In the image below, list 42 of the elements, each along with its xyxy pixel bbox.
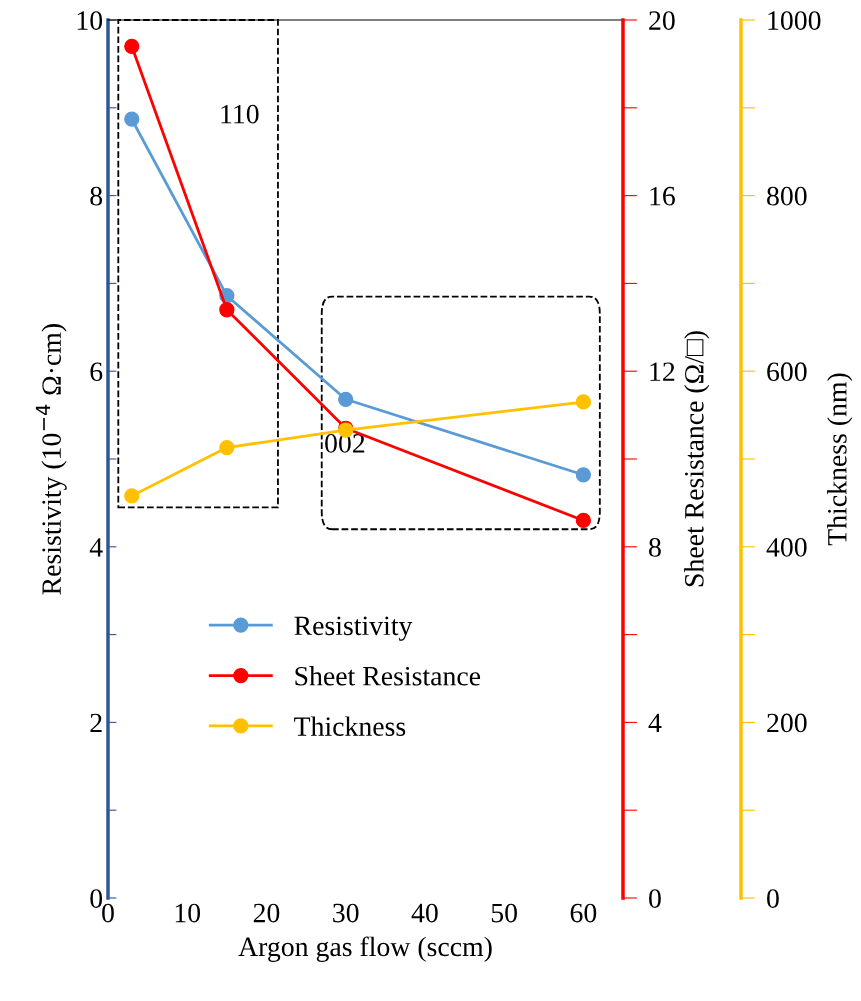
y3-tick-label: 200 xyxy=(767,713,807,733)
x-axis-title: Argon gas flow (sccm) xyxy=(238,936,492,962)
y-tick-label: 0 xyxy=(90,889,103,908)
y3-tick-label: 400 xyxy=(766,537,807,557)
y3-tick-label: 600 xyxy=(767,362,807,382)
point xyxy=(219,439,235,456)
point xyxy=(124,111,140,127)
x-tick-label: 30 xyxy=(333,903,359,923)
annotation: 002 xyxy=(325,434,365,453)
point xyxy=(338,391,354,407)
y2-tick-label: 12 xyxy=(650,362,675,381)
point xyxy=(124,38,140,54)
x-tick-label: 10 xyxy=(175,903,201,923)
x-tick-label: 40 xyxy=(411,903,438,923)
y3-axis-title: Thickness (nm) xyxy=(827,373,853,546)
point xyxy=(575,512,592,529)
annotation: 110 xyxy=(221,104,259,124)
x-tick-label: 60 xyxy=(570,903,597,923)
point xyxy=(124,488,140,504)
y-tick-label: 4 xyxy=(89,538,103,557)
y3-tick-label: 800 xyxy=(767,186,807,206)
point xyxy=(219,302,235,318)
y2-tick-label: 0 xyxy=(649,889,661,908)
y-tick-label: 6 xyxy=(90,362,103,382)
y-tick-label: 10 xyxy=(77,11,103,30)
y2-axis-title: Sheet Resistance (Ω/□) xyxy=(684,331,710,587)
legend-label: Resistivity xyxy=(294,616,413,641)
y3-tick-label: 0 xyxy=(767,889,779,908)
y-axis-title: Resistivity (10$^{−4}$ Ω·cm) xyxy=(35,324,67,595)
y2-tick-label: 20 xyxy=(649,11,675,30)
x-tick-label: 50 xyxy=(491,903,517,923)
x-tick-label: 20 xyxy=(253,903,280,923)
y2-tick-label: 16 xyxy=(650,186,675,206)
point xyxy=(575,467,592,483)
y-tick-label: 2 xyxy=(90,713,102,733)
legend-label: Thickness xyxy=(294,716,406,736)
point xyxy=(575,394,592,410)
y3-tick-label: 1000 xyxy=(768,11,821,30)
y2-tick-label: 4 xyxy=(648,713,662,733)
y-tick-label: 8 xyxy=(90,186,103,206)
y2-tick-label: 8 xyxy=(649,537,661,557)
legend-label: Sheet Resistance xyxy=(295,666,481,686)
